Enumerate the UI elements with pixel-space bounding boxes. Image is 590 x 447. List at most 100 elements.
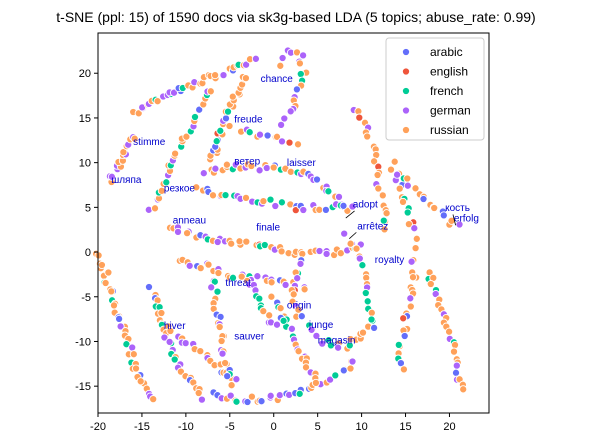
point-russian [294, 347, 303, 356]
point-german [326, 375, 335, 384]
x-tick-label: 5 [315, 421, 321, 433]
point-russian [214, 268, 223, 278]
point-russian [276, 304, 285, 313]
point-russian [237, 272, 246, 281]
point-russian [259, 197, 268, 206]
point-russian [459, 385, 468, 394]
point-russian [104, 268, 113, 277]
annotation-label: threat [225, 278, 251, 289]
point-russian [235, 237, 244, 246]
point-french [245, 128, 254, 137]
point-german [255, 130, 265, 139]
point-french [279, 316, 288, 325]
point-russian [346, 364, 355, 373]
point-russian [215, 322, 224, 332]
point-russian [265, 311, 274, 320]
point-german [296, 259, 305, 268]
point-russian [171, 149, 180, 158]
annotation-label: junge [308, 320, 334, 331]
point-german [251, 54, 260, 63]
point-german [348, 357, 357, 366]
point-arabic [339, 366, 348, 375]
x-tick-label: -10 [178, 421, 194, 433]
point-french [228, 273, 238, 282]
point-russian [315, 205, 324, 214]
point-russian [247, 161, 256, 171]
point-german [107, 172, 116, 181]
y-axis-ticks: -15 -10 -5 0 5 10 15 20 [75, 68, 98, 393]
point-arabic [419, 194, 428, 204]
point-german [334, 343, 343, 352]
annotation-label: кость [445, 203, 470, 214]
point-german [185, 261, 194, 270]
point-russian [406, 302, 415, 311]
point-russian [449, 347, 459, 356]
point-russian [208, 191, 218, 200]
point-french [277, 198, 286, 207]
point-russian [386, 165, 396, 174]
point-german [218, 349, 227, 358]
point-russian [157, 308, 166, 318]
x-tick-label: 10 [355, 421, 367, 433]
point-russian [404, 220, 413, 229]
point-russian [150, 204, 160, 213]
point-arabic [297, 312, 306, 321]
point-russian [374, 184, 383, 193]
point-french [295, 389, 304, 398]
point-french [394, 340, 403, 349]
legend-marker-french [401, 86, 411, 96]
point-french [255, 294, 264, 303]
point-german [307, 325, 316, 334]
point-russian [277, 247, 286, 256]
point-russian [183, 229, 192, 238]
point-russian [370, 157, 379, 166]
point-german [334, 192, 344, 201]
point-russian [107, 287, 116, 296]
annotation-label: ветер [234, 156, 260, 167]
point-german [197, 395, 206, 404]
point-russian [196, 264, 205, 273]
annotation-label: erfolg [454, 214, 479, 225]
point-english [285, 138, 294, 147]
legend-label-russian: russian [430, 123, 469, 137]
point-german [403, 181, 412, 190]
point-german [266, 391, 275, 400]
point-german [315, 246, 324, 256]
point-russian [430, 203, 439, 213]
annotation-label: laisser [287, 158, 317, 169]
point-german [312, 331, 321, 340]
point-german [452, 361, 461, 370]
annotation-label: royalty [375, 255, 404, 266]
point-russian [300, 285, 309, 294]
point-russian [301, 363, 311, 372]
point-russian [450, 340, 460, 350]
point-arabic [115, 314, 124, 323]
x-tick-label: -15 [134, 421, 150, 433]
point-english [399, 314, 408, 323]
point-russian [411, 184, 420, 193]
x-axis-ticks: -20 -15 -10 -5 0 5 10 15 20 [90, 413, 456, 433]
point-arabic [370, 323, 379, 332]
point-french [331, 371, 340, 380]
point-russian [352, 244, 361, 253]
legend-label-french: french [430, 84, 463, 98]
point-russian [182, 132, 191, 141]
annotation-label: freude [234, 114, 263, 125]
point-german [173, 227, 183, 236]
point-russian [206, 87, 215, 96]
point-russian [373, 170, 382, 180]
point-german [253, 272, 262, 281]
legend-box [385, 37, 485, 141]
point-russian [166, 326, 175, 336]
point-arabic [243, 397, 252, 407]
point-russian [130, 134, 139, 143]
point-russian [267, 278, 276, 287]
point-russian [97, 260, 106, 270]
point-german [160, 333, 169, 342]
point-russian [131, 364, 141, 373]
point-french [170, 355, 179, 364]
point-arabic [292, 85, 301, 94]
point-russian [267, 292, 276, 301]
point-russian [398, 197, 408, 206]
point-arabic [312, 175, 322, 184]
